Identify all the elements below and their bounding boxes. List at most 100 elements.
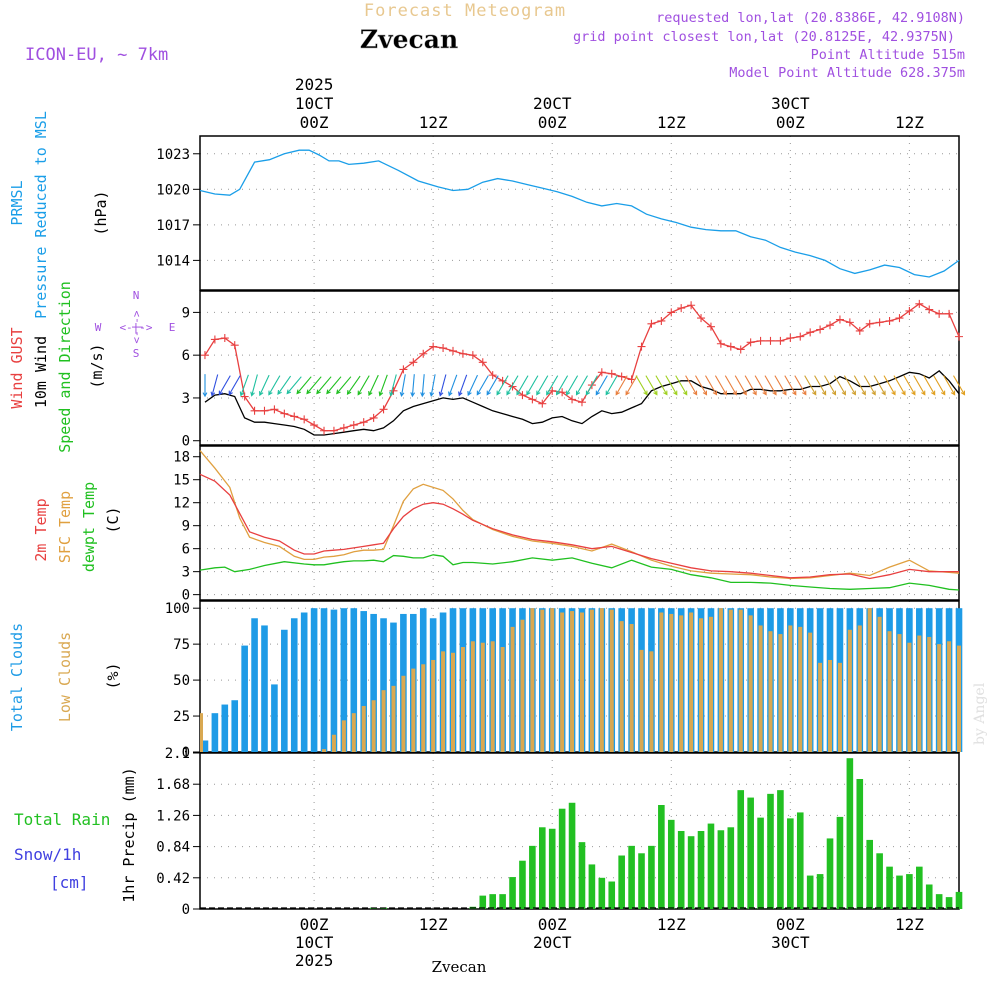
gust-marker	[885, 316, 894, 325]
clouds-panel: 0 25 50 75 100	[165, 600, 963, 761]
credit-label: by Angel	[972, 682, 988, 745]
wind-direction-arrow	[286, 376, 302, 395]
low-clouds-bar	[699, 618, 704, 752]
low-clouds-bar	[609, 609, 614, 752]
wind-direction-arrow	[429, 374, 436, 398]
gust-marker	[677, 304, 686, 313]
wind-direction-arrow	[326, 376, 342, 395]
gust-marker	[220, 334, 229, 343]
gust-marker	[518, 391, 527, 400]
gust-marker	[399, 365, 408, 374]
pressure-label: PRMSL	[8, 180, 26, 225]
gust-marker	[895, 314, 904, 323]
top-tick-label: 00Z	[538, 113, 567, 132]
wind-direction-arrow	[774, 375, 787, 396]
bottom-tick-label: 00Z	[300, 915, 329, 934]
total-clouds-bar	[241, 645, 248, 752]
wind-direction-arrow	[378, 374, 388, 397]
wind-direction-arrow	[913, 375, 926, 396]
temp-unit: (C)	[104, 506, 122, 533]
pressure-line	[199, 149, 960, 278]
low-clouds-bar	[550, 608, 555, 752]
gust-marker	[865, 319, 874, 328]
low-clouds-bar	[758, 625, 763, 752]
temperature-ytick-label: 12	[173, 496, 190, 512]
gust-marker	[855, 326, 864, 335]
total-clouds-bar	[281, 629, 288, 752]
gust-marker	[240, 392, 249, 401]
gust-marker	[607, 369, 616, 378]
bottom-tick-label: 10CT	[295, 933, 334, 952]
rain-bar	[866, 839, 874, 909]
rain-bar	[737, 790, 745, 909]
pressure-frame	[199, 135, 960, 291]
gust-marker	[280, 409, 289, 418]
precip-ytick-label: 0.84	[156, 840, 190, 856]
gust-marker	[359, 418, 368, 427]
total-clouds-bar	[380, 618, 387, 752]
low-clouds-bar	[639, 649, 644, 752]
gust-marker	[429, 342, 438, 351]
clouds-unit: (%)	[104, 662, 122, 689]
bottom-tick-label: 00Z	[538, 915, 567, 934]
bottom-tick-label: 20CT	[533, 933, 572, 952]
low-clouds-bar	[579, 612, 584, 752]
requested-coords: requested lon,lat (20.8386E, 42.9108N)	[656, 10, 965, 26]
wind-ytick-label: 0	[182, 434, 190, 450]
low-clouds-bar	[837, 662, 842, 752]
dewpoint-line	[199, 554, 960, 591]
low-clouds-bar	[649, 651, 654, 752]
gust-marker	[379, 405, 388, 414]
wind-direction-arrow	[458, 374, 468, 397]
rain-bar	[727, 827, 735, 909]
low-clouds-bar	[708, 616, 713, 752]
gust-marker	[369, 413, 378, 422]
rain-bar	[618, 855, 625, 909]
gust-marker	[419, 349, 428, 358]
temp-sfc-label: SFC Temp	[56, 491, 74, 563]
gust-marker	[796, 332, 805, 341]
top-tick-label: 00Z	[776, 113, 805, 132]
wind-direction-arrow	[277, 375, 292, 396]
gust-marker	[835, 315, 844, 324]
rain-bar	[648, 845, 655, 909]
low-clouds-bar	[599, 608, 604, 752]
low-clouds-bar	[540, 609, 545, 752]
total-clouds-bar	[211, 713, 219, 752]
wind-direction-arrow	[635, 375, 648, 396]
low-clouds-bar	[927, 636, 932, 752]
wind-direction-arrow	[804, 375, 817, 396]
wind-direction-arrow	[218, 375, 231, 396]
gust-marker	[250, 406, 259, 415]
low-clouds-bar	[431, 659, 436, 752]
wind-direction-arrow	[536, 375, 549, 396]
rain-bar	[529, 845, 536, 909]
wind-direction-arrow	[210, 374, 219, 397]
total-clouds-bar	[271, 684, 278, 752]
rain-bar	[906, 874, 913, 909]
wind-dir-label: Speed and Direction	[56, 281, 74, 453]
bottom-tick-label: 30CT	[771, 933, 810, 952]
temperature-ytick-label: 9	[182, 519, 190, 535]
wind-direction-arrow	[368, 374, 379, 397]
rain-bar	[509, 877, 516, 909]
wind-direction-arrow	[824, 375, 837, 396]
wind-direction-arrow	[410, 374, 416, 398]
gust-marker	[905, 306, 914, 315]
wind-direction-arrow	[863, 375, 876, 396]
super-title: Forecast Meteogram	[364, 1, 566, 21]
wind-direction-arrow	[833, 375, 846, 396]
wind-direction-arrow	[665, 375, 678, 396]
wind-direction-arrow	[239, 374, 249, 397]
pressure-ytick-label: 1023	[156, 147, 190, 163]
wind-speed-line	[204, 370, 960, 436]
wind-direction-arrow	[595, 375, 608, 396]
total-clouds-bar	[251, 618, 258, 752]
wind-direction-arrow	[754, 375, 767, 396]
wind-ytick-label: 3	[182, 391, 190, 407]
gust-marker	[468, 351, 477, 360]
wind-direction-arrow	[556, 375, 569, 396]
temperature-frame	[199, 445, 960, 601]
